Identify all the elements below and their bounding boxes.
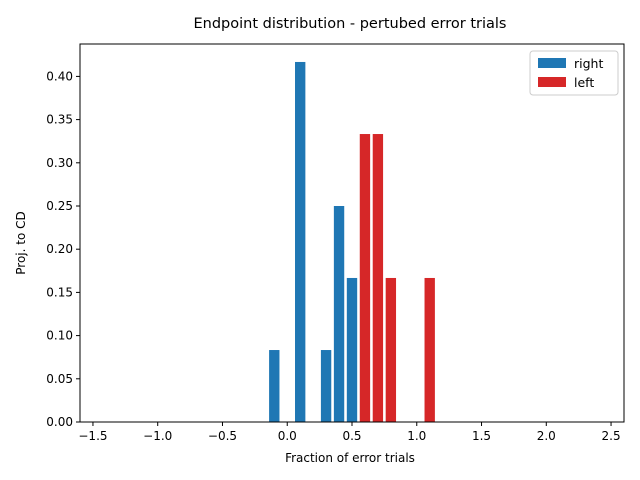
bar-left-3 <box>424 277 435 422</box>
y-tick-label-4: 0.20 <box>46 242 73 256</box>
y-tick-label-3: 0.15 <box>46 285 73 299</box>
x-tick-label-0: −1.5 <box>78 429 107 443</box>
y-tick-label-7: 0.35 <box>46 113 73 127</box>
axes-layer: −1.5 −1.0 −0.5 0.0 0.5 1.0 1.5 2.0 2.5 0.00 0.05 0.… <box>46 43 625 443</box>
legend-label-right: right <box>574 56 603 71</box>
y-tick-label-8: 0.40 <box>46 69 73 83</box>
x-tick-label-2: −0.5 <box>208 429 237 443</box>
y-tick-label-2: 0.10 <box>46 329 73 343</box>
legend: right left <box>529 50 619 96</box>
bar-right-0 <box>269 350 280 422</box>
x-tick-label-5: 1.0 <box>407 429 426 443</box>
bar-right-3 <box>333 206 345 422</box>
x-tick-label-3: 0.0 <box>278 429 297 443</box>
y-tick-label-5: 0.25 <box>46 199 73 213</box>
bar-right-2 <box>320 350 332 422</box>
x-axis-label: Fraction of error trials <box>285 451 415 465</box>
legend-swatch-left <box>538 77 566 87</box>
bar-right-4 <box>346 277 358 422</box>
legend-label-left: left <box>574 75 594 90</box>
y-tick-label-0: 0.00 <box>46 415 73 429</box>
bars-layer <box>269 61 435 422</box>
x-tick-label-1: −1.0 <box>143 429 172 443</box>
x-tick-label-4: 0.5 <box>342 429 361 443</box>
bar-right-1 <box>295 61 306 422</box>
y-tick-label-1: 0.05 <box>46 372 73 386</box>
bar-left-1 <box>372 134 384 422</box>
chart-title: Endpoint distribution - pertubed error t… <box>194 16 507 32</box>
x-tick-label-6: 1.5 <box>472 429 491 443</box>
bar-left-0 <box>359 134 371 422</box>
x-tick-label-8: 2.5 <box>602 429 621 443</box>
y-tick-label-6: 0.30 <box>46 156 73 170</box>
bar-left-2 <box>385 277 397 422</box>
x-tick-label-7: 2.0 <box>537 429 556 443</box>
y-axis-label: Proj. to CD <box>14 211 28 274</box>
legend-swatch-right <box>538 58 566 68</box>
